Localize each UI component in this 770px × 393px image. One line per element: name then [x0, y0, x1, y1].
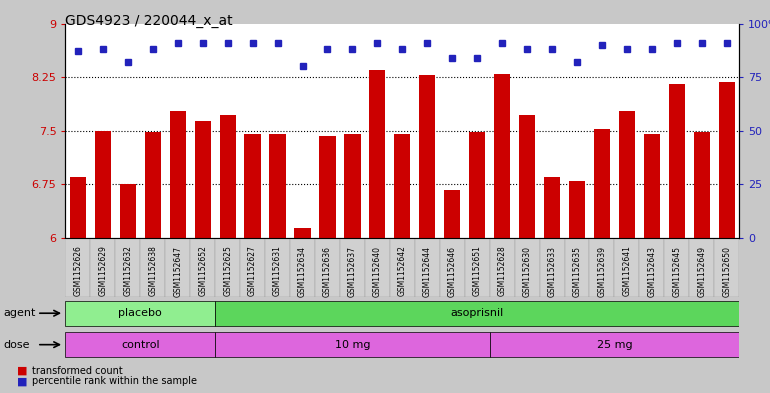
- Bar: [65, 239, 90, 297]
- Bar: [490, 239, 514, 297]
- Text: percentile rank within the sample: percentile rank within the sample: [32, 376, 197, 386]
- Text: GSM1152630: GSM1152630: [523, 246, 531, 297]
- Text: GSM1152652: GSM1152652: [198, 246, 207, 296]
- Text: GSM1152643: GSM1152643: [648, 246, 656, 297]
- Bar: [140, 239, 166, 297]
- Text: GSM1152627: GSM1152627: [248, 246, 257, 296]
- Text: GSM1152642: GSM1152642: [398, 246, 407, 296]
- Bar: [116, 239, 140, 297]
- Text: GDS4923 / 220044_x_at: GDS4923 / 220044_x_at: [65, 14, 233, 28]
- Bar: [315, 239, 340, 297]
- Bar: [294, 228, 310, 238]
- Bar: [320, 136, 336, 238]
- Bar: [469, 132, 485, 238]
- Text: GSM1152633: GSM1152633: [547, 246, 557, 297]
- Text: GSM1152644: GSM1152644: [423, 246, 432, 297]
- Text: control: control: [121, 340, 159, 350]
- Bar: [715, 239, 739, 297]
- Text: transformed count: transformed count: [32, 365, 123, 376]
- Bar: [215, 239, 240, 297]
- Bar: [245, 134, 261, 238]
- Text: GSM1152628: GSM1152628: [497, 246, 507, 296]
- Bar: [614, 239, 639, 297]
- Bar: [290, 239, 315, 297]
- Text: GSM1152645: GSM1152645: [672, 246, 681, 297]
- Text: GSM1152640: GSM1152640: [373, 246, 382, 297]
- Bar: [119, 184, 136, 238]
- Text: 10 mg: 10 mg: [335, 340, 370, 350]
- Bar: [440, 239, 465, 297]
- Text: GSM1152651: GSM1152651: [473, 246, 482, 296]
- Text: GSM1152634: GSM1152634: [298, 246, 307, 297]
- Bar: [519, 115, 535, 238]
- Bar: [419, 75, 435, 238]
- Bar: [415, 239, 440, 297]
- Bar: [465, 239, 490, 297]
- Bar: [694, 132, 710, 238]
- Text: GSM1152649: GSM1152649: [698, 246, 706, 297]
- Text: placebo: placebo: [119, 308, 162, 318]
- Bar: [340, 239, 365, 297]
- Bar: [65, 332, 215, 357]
- Bar: [668, 84, 685, 238]
- Bar: [65, 301, 215, 326]
- Bar: [70, 177, 86, 238]
- Bar: [195, 121, 211, 238]
- Bar: [718, 82, 735, 238]
- Text: GSM1152631: GSM1152631: [273, 246, 282, 296]
- Bar: [169, 111, 186, 238]
- Text: GSM1152641: GSM1152641: [622, 246, 631, 296]
- Text: 25 mg: 25 mg: [597, 340, 632, 350]
- Bar: [540, 239, 564, 297]
- Bar: [564, 239, 590, 297]
- Bar: [240, 239, 265, 297]
- Bar: [215, 332, 490, 357]
- Text: ■: ■: [17, 376, 28, 386]
- Text: GSM1152625: GSM1152625: [223, 246, 232, 296]
- Bar: [270, 134, 286, 238]
- Bar: [394, 134, 410, 238]
- Text: GSM1152626: GSM1152626: [73, 246, 82, 296]
- Text: GSM1152638: GSM1152638: [149, 246, 157, 296]
- Bar: [145, 132, 161, 238]
- Bar: [190, 239, 215, 297]
- Text: GSM1152639: GSM1152639: [598, 246, 607, 297]
- Bar: [219, 115, 236, 238]
- Bar: [619, 111, 635, 238]
- Bar: [344, 134, 360, 238]
- Text: GSM1152635: GSM1152635: [573, 246, 581, 297]
- Text: GSM1152632: GSM1152632: [123, 246, 132, 296]
- Bar: [215, 301, 739, 326]
- Bar: [644, 134, 660, 238]
- Bar: [90, 239, 116, 297]
- Bar: [665, 239, 689, 297]
- Bar: [365, 239, 390, 297]
- Bar: [639, 239, 665, 297]
- Bar: [590, 239, 614, 297]
- Text: dose: dose: [4, 340, 30, 350]
- Bar: [166, 239, 190, 297]
- Text: ■: ■: [17, 365, 28, 376]
- Bar: [370, 70, 386, 238]
- Bar: [514, 239, 540, 297]
- Bar: [95, 130, 111, 238]
- Bar: [390, 239, 415, 297]
- Text: GSM1152629: GSM1152629: [99, 246, 107, 296]
- Text: GSM1152636: GSM1152636: [323, 246, 332, 297]
- Bar: [490, 332, 739, 357]
- Text: GSM1152650: GSM1152650: [722, 246, 732, 297]
- Text: GSM1152647: GSM1152647: [173, 246, 182, 297]
- Bar: [569, 181, 585, 238]
- Text: asoprisnil: asoprisnil: [450, 308, 504, 318]
- Bar: [265, 239, 290, 297]
- Bar: [444, 190, 460, 238]
- Text: GSM1152646: GSM1152646: [447, 246, 457, 297]
- Text: GSM1152637: GSM1152637: [348, 246, 357, 297]
- Bar: [689, 239, 715, 297]
- Bar: [494, 73, 511, 238]
- Text: agent: agent: [4, 308, 36, 318]
- Bar: [544, 177, 560, 238]
- Bar: [594, 129, 610, 238]
